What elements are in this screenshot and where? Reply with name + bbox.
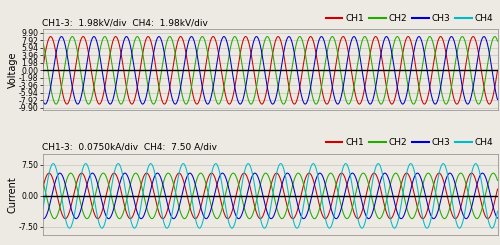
Legend: CH1, CH2, CH3, CH4: CH1, CH2, CH3, CH4 xyxy=(326,138,493,147)
Y-axis label: Current: Current xyxy=(8,176,18,213)
Y-axis label: Voltage: Voltage xyxy=(8,51,18,88)
Legend: CH1, CH2, CH3, CH4: CH1, CH2, CH3, CH4 xyxy=(326,14,493,23)
Text: CH1-3:  1.98kV/div  CH4:  1.98kV/div: CH1-3: 1.98kV/div CH4: 1.98kV/div xyxy=(42,19,208,28)
Text: CH1-3:  0.0750kA/div  CH4:  7.50 A/div: CH1-3: 0.0750kA/div CH4: 7.50 A/div xyxy=(42,142,218,151)
